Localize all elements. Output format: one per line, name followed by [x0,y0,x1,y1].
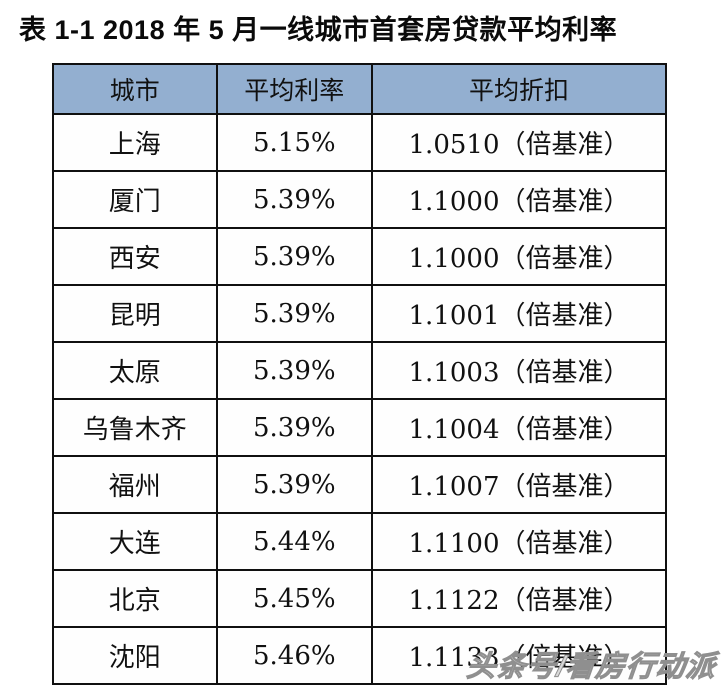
cell-rate: 5.45% [215,569,374,628]
cell-city: 福州 [52,455,218,514]
table-row: 沈阳 5.46% 1.1133（倍基准） [52,626,667,685]
table-row: 西安 5.39% 1.1000（倍基准） [52,227,667,286]
table-row: 上海 5.15% 1.0510（倍基准） [52,113,667,172]
header-city: 城市 [52,63,218,115]
cell-rate: 5.46% [215,626,374,685]
cell-city: 沈阳 [52,626,218,685]
cell-city: 上海 [52,113,218,172]
cell-city: 西安 [52,227,218,286]
cell-discount: 1.1133（倍基准） [371,626,667,685]
cell-city: 大连 [52,512,218,571]
header-row: 城市 平均利率 平均折扣 [52,63,667,115]
table-row: 大连 5.44% 1.1100（倍基准） [52,512,667,571]
cell-rate: 5.39% [215,170,374,229]
table-title: 表 1-1 2018 年 5 月一线城市首套房贷款平均利率 [19,15,618,45]
cell-discount: 1.1122（倍基准） [371,569,667,628]
cell-city: 太原 [52,341,218,400]
table-row: 北京 5.45% 1.1122（倍基准） [52,569,667,628]
cell-discount: 1.1004（倍基准） [371,398,667,457]
cell-city: 乌鲁木齐 [52,398,218,457]
rates-table: 城市 平均利率 平均折扣 上海 5.15% 1.0510（倍基准） 厦门 5.3… [52,63,667,685]
cell-rate: 5.39% [215,227,374,286]
cell-city: 北京 [52,569,218,628]
cell-city: 厦门 [52,170,218,229]
cell-discount: 1.0510（倍基准） [371,113,667,172]
cell-discount: 1.1100（倍基准） [371,512,667,571]
cell-rate: 5.39% [215,455,374,514]
cell-discount: 1.1000（倍基准） [371,170,667,229]
cell-discount: 1.1007（倍基准） [371,455,667,514]
cell-rate: 5.39% [215,398,374,457]
table-row: 昆明 5.39% 1.1001（倍基准） [52,284,667,343]
table-row: 厦门 5.39% 1.1000（倍基准） [52,170,667,229]
table-row: 福州 5.39% 1.1007（倍基准） [52,455,667,514]
cell-city: 昆明 [52,284,218,343]
header-avg-discount: 平均折扣 [371,63,667,115]
cell-discount: 1.1000（倍基准） [371,227,667,286]
table-row: 太原 5.39% 1.1003（倍基准） [52,341,667,400]
cell-rate: 5.44% [215,512,374,571]
cell-rate: 5.15% [215,113,374,172]
cell-rate: 5.39% [215,284,374,343]
table-row: 乌鲁木齐 5.39% 1.1004（倍基准） [52,398,667,457]
cell-discount: 1.1001（倍基准） [371,284,667,343]
cell-rate: 5.39% [215,341,374,400]
header-avg-rate: 平均利率 [215,63,374,115]
cell-discount: 1.1003（倍基准） [371,341,667,400]
